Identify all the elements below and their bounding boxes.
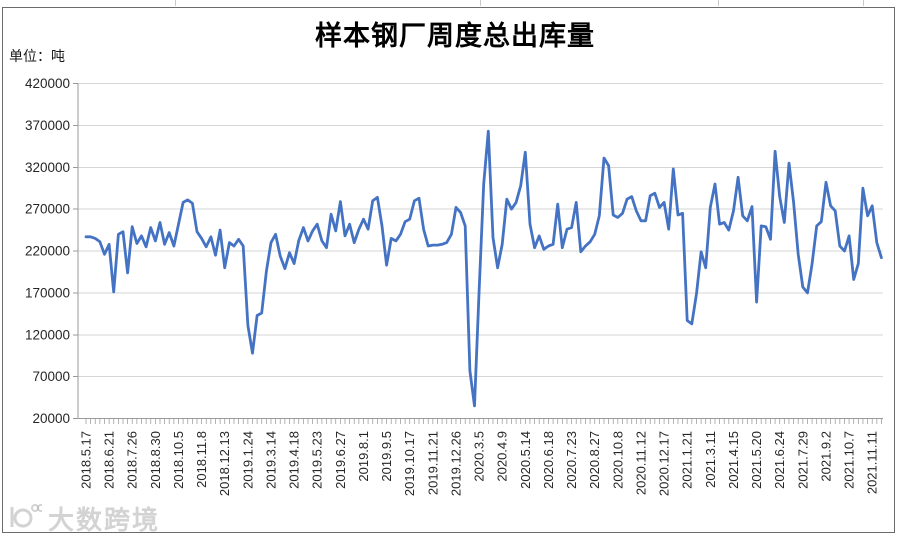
x-axis-label: 2021.11.11	[865, 431, 880, 494]
x-axis-label: 2021.5.20	[749, 431, 764, 489]
y-axis-label: 20000	[32, 411, 70, 426]
x-axis-label: 2019.12.26	[448, 431, 463, 496]
x-axis-label: 2021.3.11	[703, 431, 718, 488]
x-axis-label: 2020.12.17	[657, 431, 672, 496]
spreadsheet-cell-divider	[175, 0, 176, 6]
x-axis-label: 2021.6.24	[772, 431, 787, 489]
spreadsheet-cell-divider	[863, 0, 864, 6]
y-axis-label: 320000	[25, 160, 70, 175]
x-axis-label: 2019.1.24	[240, 431, 255, 489]
y-axis-label: 420000	[25, 76, 70, 91]
x-axis-label: 2021.4.15	[726, 431, 741, 489]
x-axis-label: 2020.5.14	[518, 431, 533, 489]
x-axis-label: 2018.12.13	[217, 431, 232, 496]
spreadsheet-cell-divider	[718, 0, 719, 6]
x-axis-label: 2020.6.18	[541, 431, 556, 489]
x-axis-label: 2020.8.27	[587, 431, 602, 489]
x-axis-label: 2020.11.12	[633, 431, 648, 495]
y-axis-label: 170000	[25, 285, 70, 300]
x-axis-label: 2018.11.8	[194, 431, 209, 488]
y-axis-label: 370000	[25, 118, 70, 133]
x-axis-label: 2018.5.17	[79, 431, 94, 489]
x-axis-label: 2019.9.5	[379, 431, 394, 482]
x-axis-label: 2019.4.18	[287, 431, 302, 489]
y-axis-label: 120000	[25, 327, 70, 342]
x-axis-label: 2021.7.29	[795, 431, 810, 489]
y-axis-label: 70000	[32, 369, 70, 384]
x-axis-label: 2019.11.21	[425, 431, 440, 495]
x-axis-label: 2019.10.17	[402, 431, 417, 496]
x-axis-label: 2019.5.23	[310, 431, 325, 489]
x-axis-label: 2018.7.26	[125, 431, 140, 489]
x-axis-label: 2020.7.23	[564, 431, 579, 489]
x-axis-label: 2020.10.8	[610, 431, 625, 489]
x-axis-label: 2019.3.14	[263, 431, 278, 489]
x-axis-label: 2021.1.21	[680, 431, 695, 489]
x-axis-label: 2020.3.5	[472, 431, 487, 482]
unit-label: 单位：吨	[9, 48, 65, 64]
x-axis-label: 2020.4.9	[495, 431, 510, 482]
x-axis-label: 2019.6.27	[333, 431, 348, 489]
y-axis-label: 220000	[25, 244, 70, 259]
y-axis-label: 270000	[25, 202, 70, 217]
spreadsheet-cell-divider	[480, 0, 481, 6]
x-axis-label: 2019.8.1	[356, 431, 371, 482]
x-axis-label: 2018.8.30	[148, 431, 163, 489]
x-axis-label: 2021.10.7	[842, 431, 857, 489]
x-axis-label: 2018.10.5	[171, 431, 186, 489]
chart-title: 样本钢厂周度总出库量	[315, 21, 595, 51]
chart-frame	[2, 7, 895, 533]
x-axis-label: 2021.9.2	[818, 431, 833, 482]
series-line	[84, 129, 883, 408]
x-axis-label: 2018.6.21	[102, 431, 117, 489]
